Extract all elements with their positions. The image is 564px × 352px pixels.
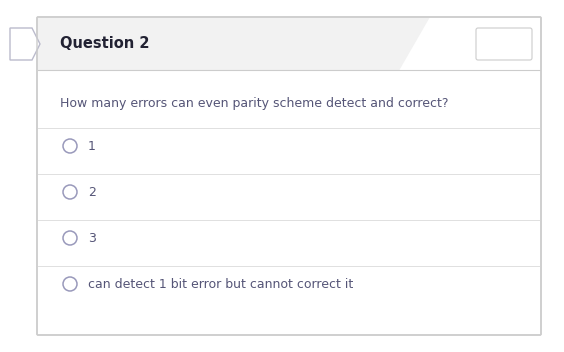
Text: 1: 1 xyxy=(88,139,96,152)
Polygon shape xyxy=(38,18,429,70)
FancyBboxPatch shape xyxy=(476,28,532,60)
FancyBboxPatch shape xyxy=(37,17,541,335)
Text: can detect 1 bit error but cannot correct it: can detect 1 bit error but cannot correc… xyxy=(88,277,353,290)
Text: 3: 3 xyxy=(88,232,96,245)
Text: 2: 2 xyxy=(88,186,96,199)
Text: Question 2: Question 2 xyxy=(60,37,149,51)
Text: How many errors can even parity scheme detect and correct?: How many errors can even parity scheme d… xyxy=(60,98,448,111)
Polygon shape xyxy=(10,28,40,60)
